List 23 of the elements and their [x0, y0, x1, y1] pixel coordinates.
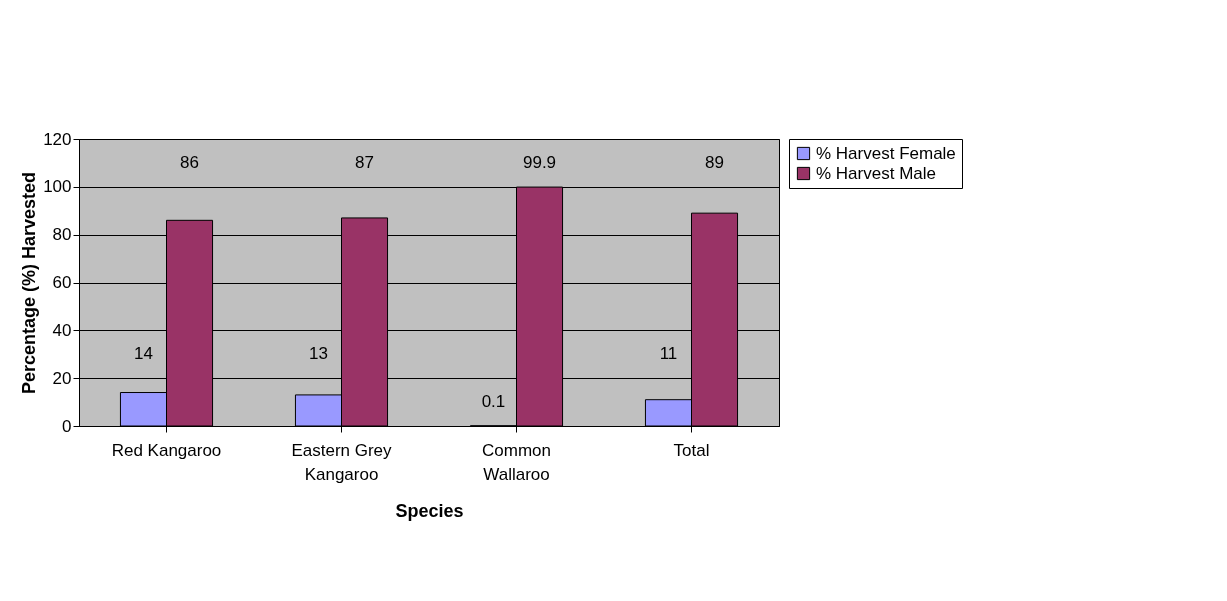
- data-label: 87: [355, 152, 374, 172]
- y-tick-label: 20: [52, 368, 72, 388]
- x-tick-label: Red Kangaroo: [111, 440, 222, 460]
- data-label: 89: [705, 152, 724, 172]
- x-tick-label: Common Wallaroo: [482, 440, 551, 484]
- y-tick-label: 0: [62, 416, 72, 436]
- data-label: 99.9: [522, 152, 557, 172]
- y-tick-label: 80: [52, 225, 72, 245]
- x-axis-title: Species: [395, 500, 464, 521]
- x-tick-label: Eastern Grey Kangaroo: [291, 440, 393, 484]
- data-label: 13: [309, 344, 328, 364]
- data-label: 11: [659, 344, 678, 364]
- y-tick-label: 120: [43, 129, 72, 149]
- data-label: 0.1: [481, 392, 506, 412]
- data-label: 14: [134, 344, 153, 364]
- x-tick-label: Total: [673, 440, 710, 460]
- y-tick-label: 100: [43, 177, 72, 197]
- legend-label: % Harvest Female: [816, 143, 956, 163]
- y-tick-label: 40: [52, 320, 72, 340]
- y-tick-label: 60: [52, 273, 72, 292]
- y-axis-title: Percentage (%) Harvested: [19, 171, 40, 395]
- data-label: 86: [180, 152, 199, 172]
- legend-label: % Harvest Male: [816, 163, 936, 183]
